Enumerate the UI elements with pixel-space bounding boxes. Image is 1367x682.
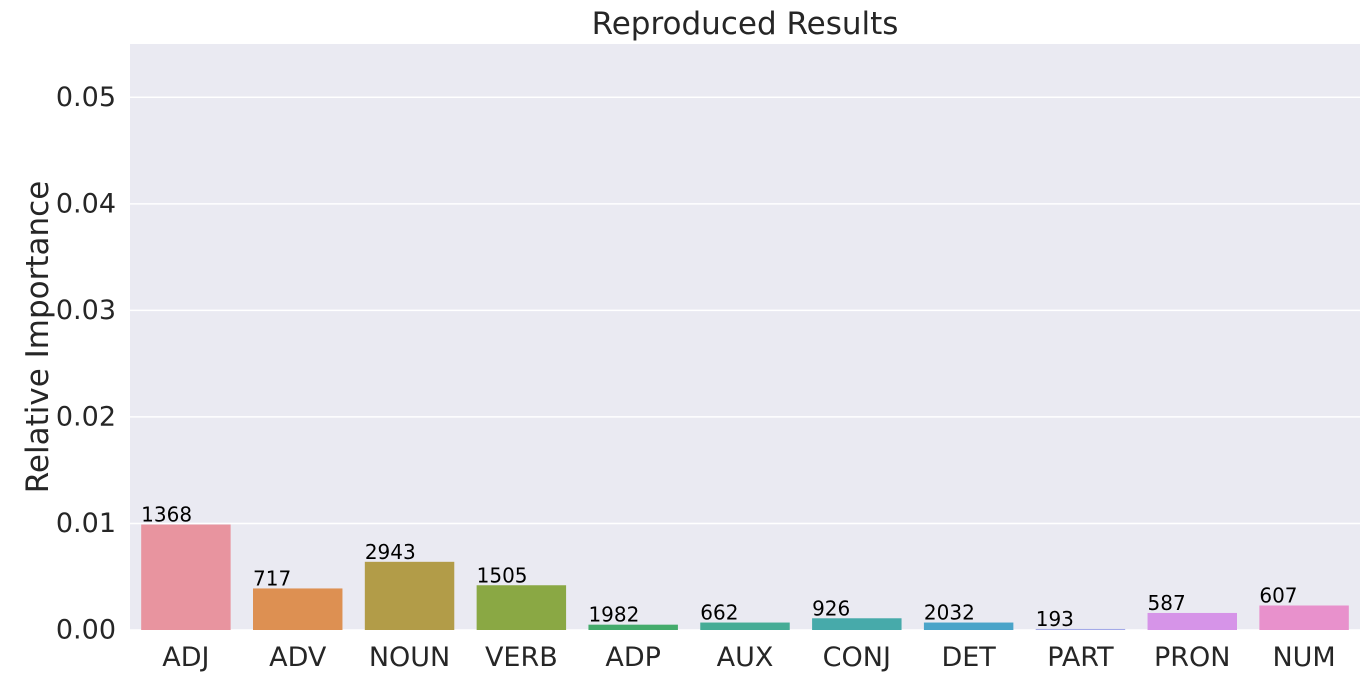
data-label: 2943: [365, 540, 416, 564]
data-label: 1982: [588, 603, 639, 627]
x-tick-label: AUX: [717, 642, 774, 673]
x-tick-label: PRON: [1154, 642, 1231, 673]
y-tick-label: 0.01: [56, 508, 116, 539]
bar-num: [1259, 605, 1349, 630]
bar-det: [923, 622, 1014, 630]
y-axis-label: Relative Importance: [20, 181, 56, 494]
bar-part: [1035, 628, 1126, 630]
bar-aux: [700, 622, 790, 630]
bars: [141, 524, 1349, 630]
y-axis-ticks: 0.00 0.01 0.02 0.03 0.04 0.05: [56, 82, 116, 646]
data-label: 193: [1036, 607, 1074, 631]
data-label: 2032: [924, 601, 975, 625]
y-tick-label: 0.03: [56, 295, 116, 326]
data-label: 1368: [141, 503, 192, 527]
y-tick-label: 0.05: [56, 82, 116, 113]
x-tick-label: NOUN: [369, 642, 450, 673]
chart-title: Reproduced Results: [592, 6, 899, 42]
data-label: 1505: [477, 563, 528, 587]
bar-adv: [253, 588, 343, 630]
data-label: 607: [1259, 583, 1297, 607]
x-tick-label: ADP: [605, 642, 661, 673]
x-tick-label: DET: [941, 642, 996, 673]
x-axis-ticks: ADJ ADV NOUN VERB ADP AUX CONJ DET PART PRON NUM: [162, 642, 1335, 673]
x-tick-label: CONJ: [823, 642, 891, 673]
y-tick-label: 0.04: [56, 188, 116, 219]
bar-conj: [812, 618, 902, 630]
y-tick-label: 0.02: [56, 401, 116, 432]
x-tick-label: NUM: [1272, 642, 1335, 673]
bar-adp: [588, 624, 678, 630]
x-tick-label: PART: [1047, 642, 1114, 673]
data-label: 662: [700, 601, 738, 625]
y-tick-label: 0.00: [56, 615, 116, 646]
plot-area: [130, 44, 1360, 630]
bar-verb: [476, 585, 567, 630]
x-tick-label: VERB: [485, 642, 558, 673]
data-label: 717: [253, 566, 291, 590]
bar-noun: [364, 561, 455, 630]
bar-adj: [141, 524, 231, 630]
data-labels: 1368 717 2943 1505 1982 662 926 2032 193 587 607: [141, 503, 1297, 631]
x-tick-label: ADJ: [162, 642, 209, 673]
bar-pron: [1147, 612, 1237, 630]
data-label: 926: [812, 596, 850, 620]
x-tick-label: ADV: [269, 642, 327, 673]
data-label: 587: [1148, 591, 1186, 615]
